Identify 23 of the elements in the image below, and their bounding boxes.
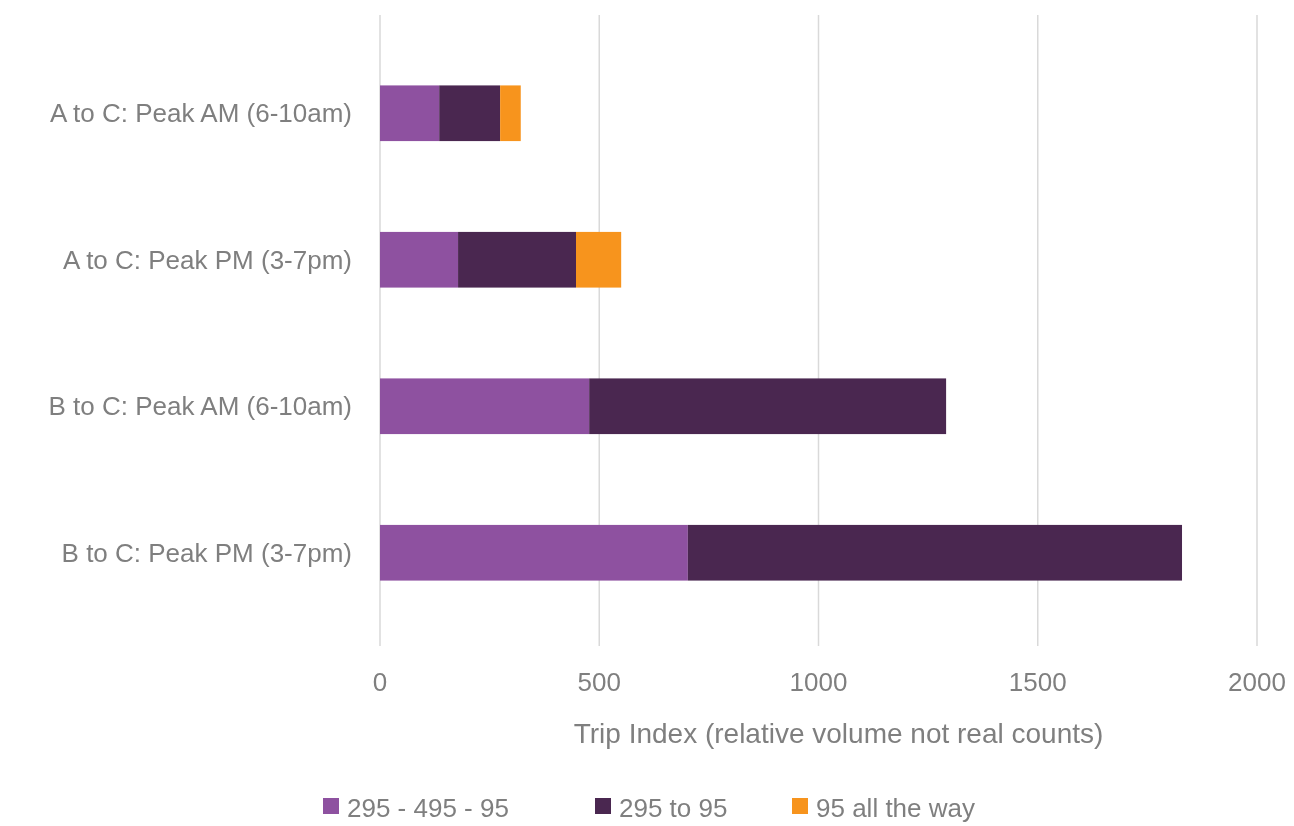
x-tick-label: 1500 <box>1008 667 1067 697</box>
y-tick-label: A to C: Peak AM (6-10am) <box>49 98 352 129</box>
bar <box>500 85 521 142</box>
legend-label: 95 all the way <box>816 793 975 823</box>
bar <box>380 524 688 581</box>
y-tick-label: A to C: Peak PM (3-7pm) <box>63 244 352 275</box>
bar <box>458 231 577 288</box>
bar <box>576 231 622 288</box>
y-tick-label: B to C: Peak PM (3-7pm) <box>61 537 352 568</box>
bar <box>687 524 1183 581</box>
x-tick-label: 2000 <box>1228 667 1286 697</box>
bar <box>380 378 590 435</box>
x-tick-label: 500 <box>577 667 621 697</box>
x-tick-label: 0 <box>372 667 388 697</box>
x-axis-title: Trip Index (relative volume not real counts) <box>573 718 1104 749</box>
legend-label: 295 - 495 - 95 <box>347 793 509 823</box>
x-tick-label: 1000 <box>789 667 848 697</box>
y-tick-label: B to C: Peak AM (6-10am) <box>48 391 352 422</box>
bar <box>589 378 947 435</box>
bar <box>439 85 501 142</box>
bar <box>380 85 440 142</box>
bar <box>380 231 459 288</box>
legend-label: 295 to 95 <box>619 793 728 823</box>
